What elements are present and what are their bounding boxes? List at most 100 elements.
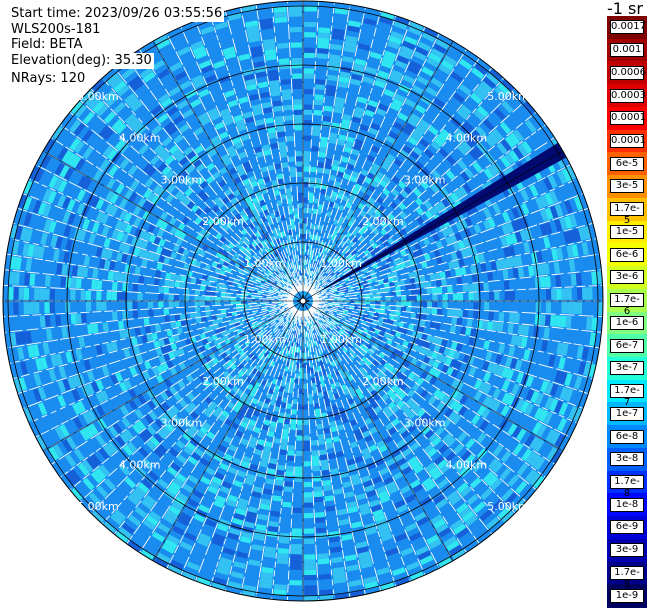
range-gate-cell — [231, 301, 236, 304]
range-gate-cell — [310, 419, 316, 425]
range-gate-cell — [292, 63, 302, 68]
range-gate-cell — [303, 234, 306, 239]
range-gate-cell — [316, 69, 326, 75]
range-gate-cell — [482, 321, 488, 330]
range-gate-cell — [319, 579, 332, 585]
range-gate-cell — [319, 12, 332, 18]
range-gate-cell — [282, 162, 289, 168]
range-gate-cell — [297, 172, 303, 177]
range-gate-cell — [313, 471, 321, 477]
range-gate-cell — [283, 100, 292, 106]
range-gate-cell — [468, 284, 474, 292]
range-gate-cell — [304, 570, 316, 575]
range-gate-cell — [231, 298, 236, 301]
range-gate-cell — [292, 523, 302, 528]
range-gate-cell — [304, 48, 315, 53]
range-gate-cell — [314, 94, 323, 100]
range-gate-cell — [311, 151, 318, 157]
range-gate-cell — [297, 425, 303, 430]
range-gate-cell — [45, 315, 51, 327]
range-gate-cell — [291, 554, 302, 559]
range-gate-cell — [118, 321, 124, 330]
range-gate-cell — [321, 465, 329, 471]
range-gate-cell — [323, 423, 329, 429]
range-gate-cell — [304, 528, 314, 533]
range-gate-cell — [487, 272, 493, 281]
range-gate-cell — [220, 297, 225, 301]
range-gate-cell — [325, 163, 332, 169]
range-gate-cell — [320, 142, 327, 148]
range-gate-cell — [286, 136, 293, 142]
range-gate-cell — [236, 301, 241, 304]
range-gate-cell — [296, 229, 299, 234]
range-gate-cell — [278, 178, 284, 184]
range-gate-cell — [296, 156, 302, 161]
range-gate-cell — [118, 273, 124, 282]
range-gate-cell — [283, 172, 289, 178]
range-gate-cell — [279, 58, 290, 64]
range-gate-cell — [113, 272, 119, 281]
range-gate-cell — [291, 544, 302, 549]
range-gate-cell — [60, 277, 66, 288]
range-gate-cell — [396, 291, 401, 296]
range-gate-cell — [290, 172, 296, 178]
range-gate-cell — [101, 302, 106, 311]
range-gate-cell — [299, 389, 303, 394]
range-gate-cell — [318, 162, 325, 168]
range-gate-cell — [319, 444, 326, 450]
range-gate-cell — [310, 425, 316, 431]
range-gate-cell — [303, 384, 307, 389]
range-gate-cell — [289, 11, 302, 16]
range-gate-cell — [200, 307, 206, 312]
range-gate-cell — [170, 322, 176, 329]
range-gate-cell — [24, 317, 30, 329]
range-gate-cell — [312, 461, 319, 467]
range-gate-cell — [290, 559, 302, 564]
range-gate-cell — [308, 208, 312, 213]
range-gate-cell — [132, 302, 137, 309]
range-gate-cell — [153, 286, 159, 293]
range-gate-cell — [286, 466, 294, 472]
range-gate-cell — [312, 466, 320, 472]
range-gate-cell — [292, 79, 302, 84]
range-gate-cell — [293, 84, 302, 89]
range-gate-cell — [220, 293, 225, 297]
range-gate-cell — [215, 301, 220, 305]
range-gate-cell — [303, 223, 306, 228]
range-gate-cell — [290, 167, 296, 173]
range-gate-cell — [295, 378, 299, 383]
range-gate-cell — [294, 383, 298, 388]
range-gate-cell — [312, 146, 319, 152]
range-gate-cell — [274, 485, 283, 491]
range-gate-cell — [304, 172, 310, 177]
range-gate-cell — [179, 302, 184, 307]
range-gate-cell — [170, 274, 176, 281]
range-gate-cell — [291, 549, 302, 554]
range-gate-cell — [304, 11, 317, 16]
range-gate-cell — [158, 294, 163, 300]
range-gate-cell — [148, 310, 154, 317]
range-gate-cell — [205, 301, 210, 305]
range-gate-cell — [34, 288, 39, 300]
range-gate-cell — [189, 290, 195, 295]
range-gate-cell — [304, 466, 311, 471]
range-gate-cell — [304, 461, 311, 466]
range-gate-cell — [315, 79, 325, 85]
range-gate-cell — [316, 527, 326, 533]
range-gate-cell — [304, 564, 316, 569]
range-gate-cell — [293, 508, 302, 513]
range-gate-cell — [298, 404, 303, 409]
range-gate-cell — [421, 282, 427, 288]
range-gate-cell — [293, 399, 298, 405]
range-gate-cell — [303, 358, 306, 363]
range-gate-cell — [81, 313, 87, 323]
range-gate-cell — [286, 403, 291, 409]
range-gate-cell — [304, 446, 311, 451]
range-gate-cell — [319, 449, 326, 455]
range-gate-cell — [582, 287, 587, 299]
range-gate-cell — [71, 278, 77, 288]
range-gate-cell — [154, 317, 160, 324]
range-gate-cell — [458, 293, 463, 300]
range-gate-cell — [304, 146, 311, 151]
range-gate-cell — [60, 302, 65, 313]
